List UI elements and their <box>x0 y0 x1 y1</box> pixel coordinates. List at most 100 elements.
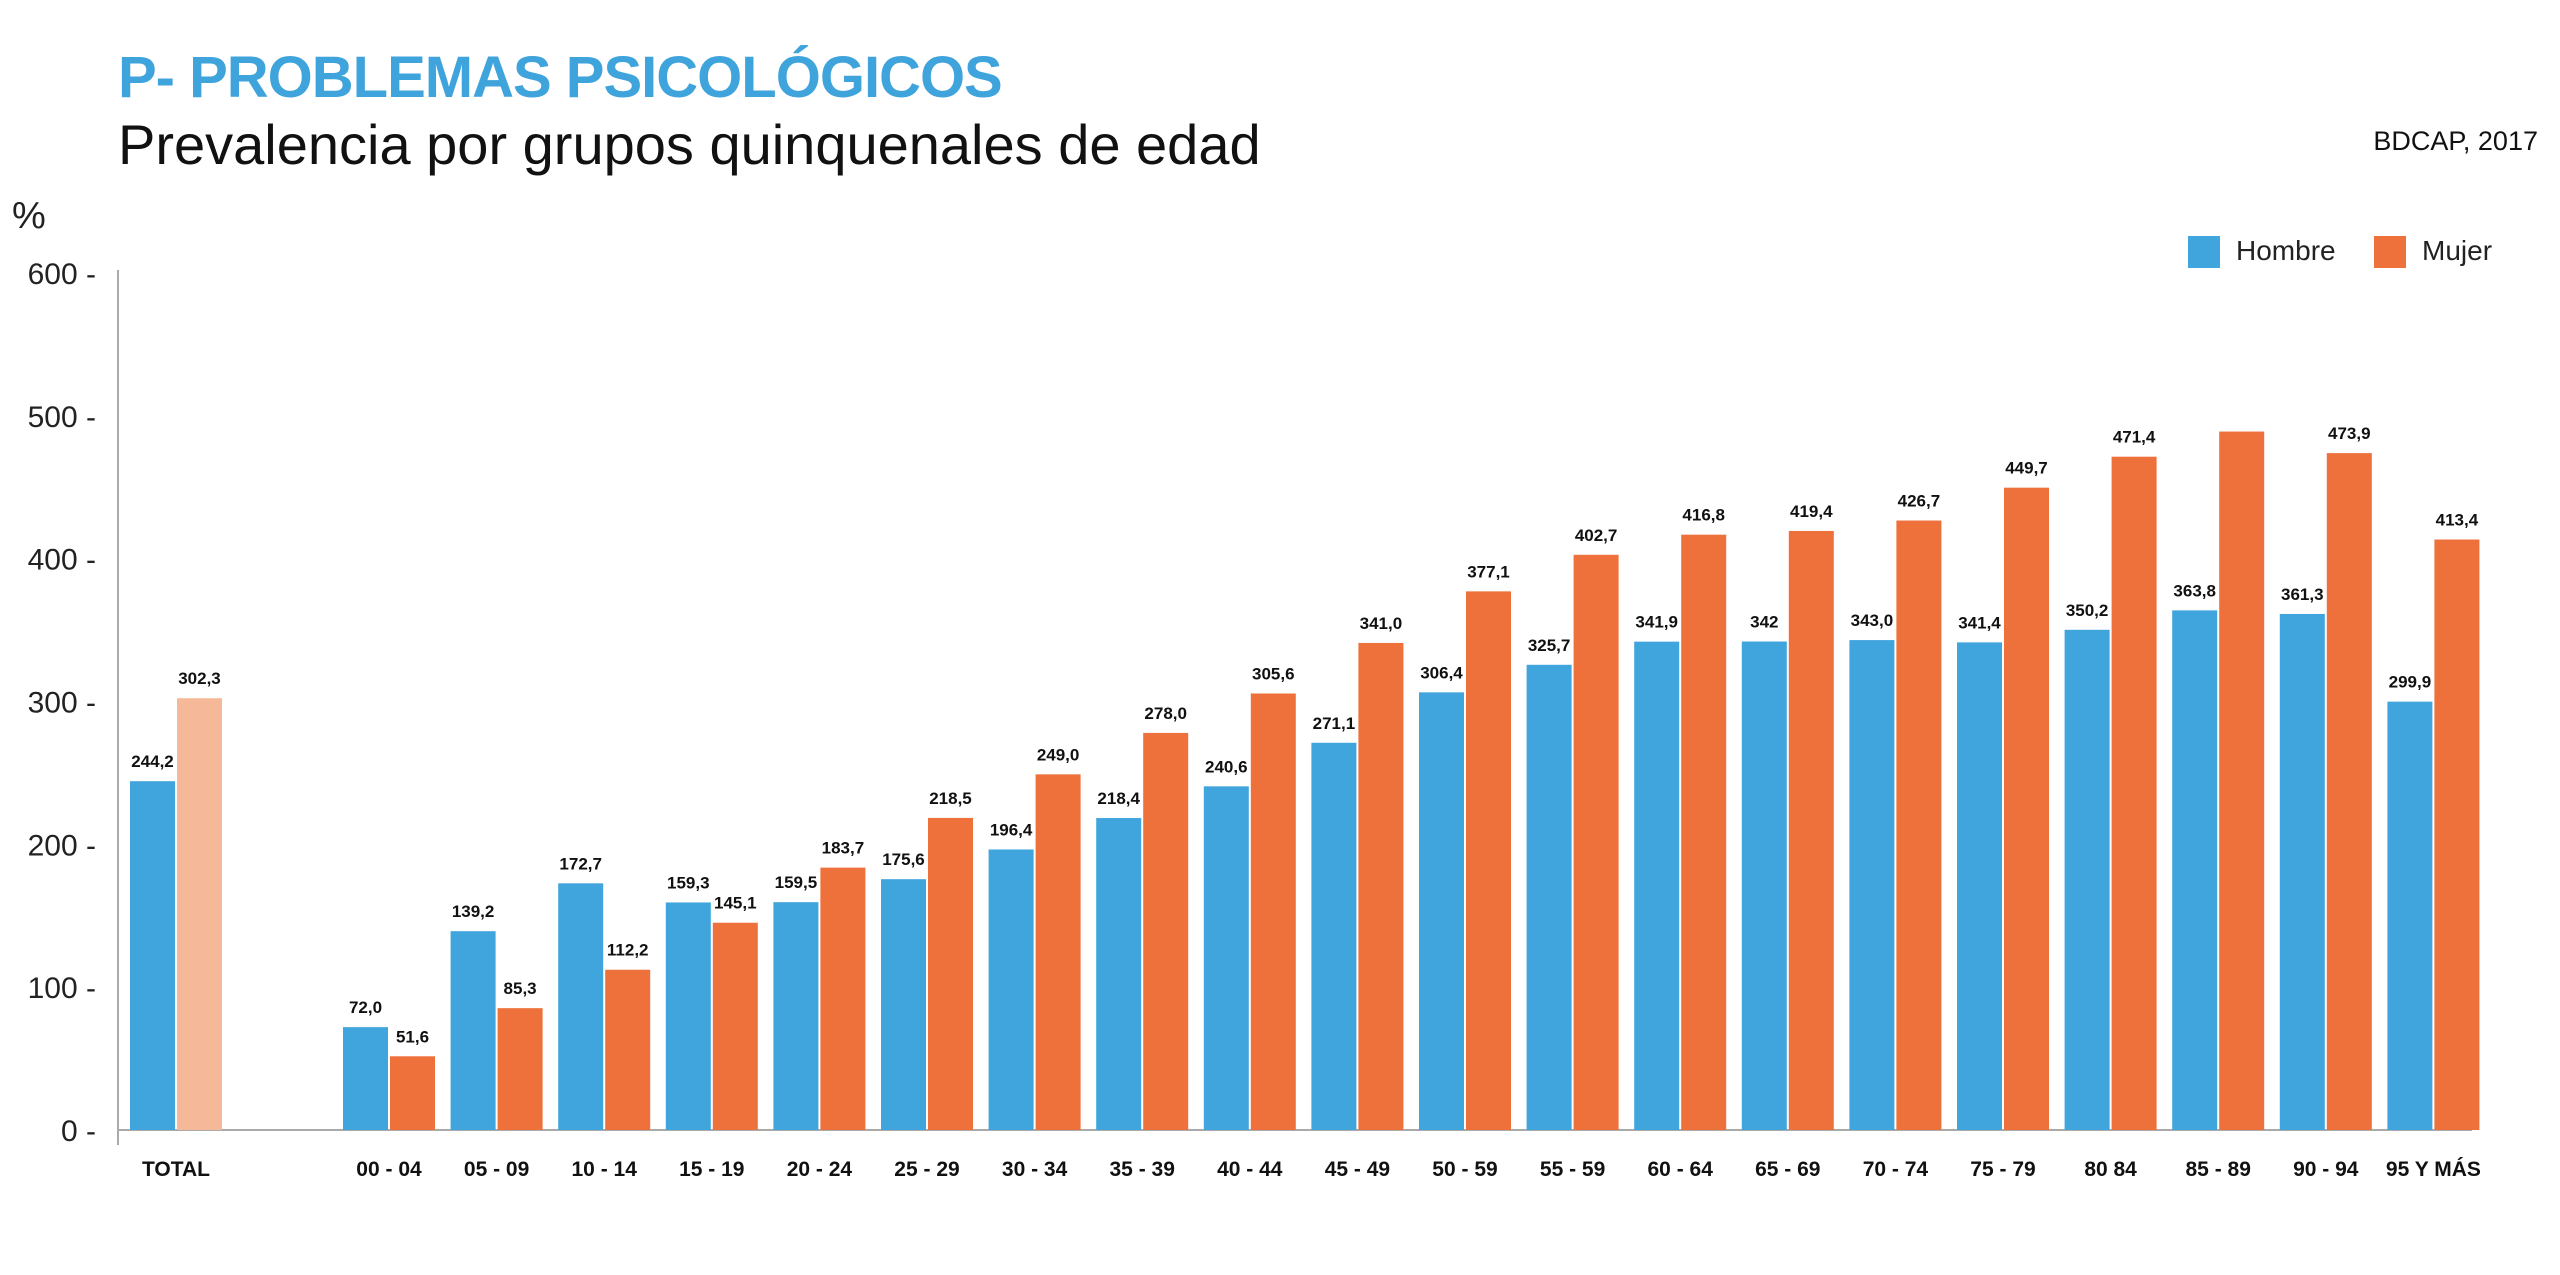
bar-hombre <box>1957 642 2002 1130</box>
bar-hombre <box>2387 701 2433 1130</box>
data-label-mujer: 305,6 <box>1252 665 1295 684</box>
data-label-mujer: 449,7 <box>2005 459 2048 478</box>
bar-hombre <box>881 879 926 1130</box>
data-label-hombre: 341,4 <box>1958 613 2001 632</box>
bar-mujer <box>1788 530 1834 1130</box>
legend-swatch-mujer <box>2374 236 2406 268</box>
data-labels: 244,2 302,3 72,0 51,6 139,2 85,3 172,7 112,2 159… <box>131 424 2478 1046</box>
bar-hombre <box>988 849 1034 1130</box>
bar-mujer <box>2004 487 2049 1131</box>
data-label-hombre: 159,3 <box>667 873 710 892</box>
data-label-mujer: 426,7 <box>1898 492 1941 511</box>
bar-mujer <box>177 698 222 1130</box>
bar-mujer <box>1143 732 1189 1130</box>
x-tick-label: 60 - 64 <box>1648 1158 1714 1181</box>
x-tick-label: 55 - 59 <box>1540 1158 1605 1181</box>
data-label-hombre: 139,2 <box>452 902 495 921</box>
x-tick-label: 40 - 44 <box>1217 1158 1283 1181</box>
x-tick-label: 65 - 69 <box>1755 1158 1820 1181</box>
bar-hombre <box>1526 664 1572 1130</box>
data-label-hombre: 271,1 <box>1313 714 1356 733</box>
bar-mujer <box>390 1056 435 1130</box>
bar-hombre <box>130 781 175 1130</box>
bar-mujer <box>2219 431 2265 1130</box>
data-label-hombre: 350,2 <box>2066 601 2109 620</box>
bar-hombre <box>2172 610 2218 1130</box>
x-tick-label: 95 Y MÁS <box>2386 1158 2481 1181</box>
legend-swatch-hombre <box>2188 236 2220 268</box>
y-tick-label: 0 - <box>61 1115 96 1148</box>
data-label-hombre: 172,7 <box>559 854 602 873</box>
x-tick-label: 80 84 <box>2084 1158 2137 1181</box>
data-label-hombre: 363,8 <box>2173 581 2216 600</box>
bar-hombre <box>343 1027 388 1130</box>
data-label-hombre: 72,0 <box>349 998 382 1017</box>
data-label-mujer: 419,4 <box>1790 502 1833 521</box>
chart-title: P- PROBLEMAS PSICOLÓGICOS <box>118 45 1003 110</box>
x-tick-label: 30 - 34 <box>1002 1158 1068 1181</box>
data-label-hombre: 325,7 <box>1528 636 1571 655</box>
data-label-mujer: 278,0 <box>1144 704 1187 723</box>
y-tick-label: 100 - <box>28 972 96 1005</box>
bar-hombre <box>665 902 711 1130</box>
data-label-mujer: 377,1 <box>1467 562 1510 581</box>
bar-mujer <box>1358 642 1404 1130</box>
x-tick-label: 70 - 74 <box>1863 1158 1929 1181</box>
bar-mujer <box>1681 534 1727 1130</box>
chart-subtitle: Prevalencia por grupos quinquenales de e… <box>118 113 1261 176</box>
bar-hombre <box>1849 640 1895 1130</box>
bars <box>130 431 2480 1131</box>
x-tick-label: 20 - 24 <box>787 1158 853 1181</box>
data-label-mujer: 112,2 <box>607 941 649 960</box>
x-tick-label: 15 - 19 <box>679 1158 744 1181</box>
bar-mujer <box>1466 591 1511 1130</box>
bar-hombre <box>1741 641 1787 1130</box>
bar-mujer <box>1573 554 1619 1130</box>
data-label-hombre: 244,2 <box>131 752 174 771</box>
bar-mujer <box>2111 456 2157 1130</box>
bar-hombre <box>773 902 819 1130</box>
data-label-hombre: 175,6 <box>882 850 925 869</box>
x-tick-label: 90 - 94 <box>2293 1158 2359 1181</box>
bar-hombre <box>450 931 496 1130</box>
data-label-mujer: 183,7 <box>822 839 865 858</box>
bar-hombre <box>2279 613 2325 1130</box>
x-tick-label: 50 - 59 <box>1432 1158 1497 1181</box>
y-tick-label: 600 - <box>28 258 96 291</box>
x-tick-label: TOTAL <box>142 1158 210 1181</box>
data-label-mujer: 471,4 <box>2113 428 2156 447</box>
data-label-hombre: 306,4 <box>1420 663 1463 682</box>
data-label-hombre: 342 <box>1750 613 1778 632</box>
bar-hombre <box>1634 641 1680 1130</box>
data-label-hombre: 361,3 <box>2281 585 2324 604</box>
x-tick-label: 75 - 79 <box>1970 1158 2035 1181</box>
data-label-hombre: 341,9 <box>1635 613 1678 632</box>
category-labels: TOTAL 00 - 04 05 - 09 10 - 14 15 - 19 20 - 24… <box>142 1158 2481 1181</box>
bar-mujer <box>1896 520 1942 1130</box>
data-label-mujer: 218,5 <box>929 789 972 808</box>
y-tick-label: 200 - <box>28 829 96 862</box>
data-label-hombre: 240,6 <box>1205 757 1248 776</box>
data-label-mujer: 413,4 <box>2436 511 2479 530</box>
bar-mujer <box>605 969 651 1130</box>
bar-hombre <box>1311 742 1357 1130</box>
data-label-mujer: 145,1 <box>714 894 757 913</box>
data-label-mujer: 416,8 <box>1682 506 1725 525</box>
x-tick-label: 00 - 04 <box>356 1158 422 1181</box>
bar-hombre <box>1203 786 1249 1130</box>
y-axis-unit: % <box>12 195 46 237</box>
y-tick-label: 500 - <box>28 401 96 434</box>
bar-mujer <box>1250 693 1296 1130</box>
bar-hombre <box>1419 692 1464 1130</box>
x-tick-label: 35 - 39 <box>1110 1158 1175 1181</box>
legend-label-hombre: Hombre <box>2236 235 2336 266</box>
bar-hombre <box>1096 818 1142 1130</box>
bar-mujer <box>1035 774 1081 1130</box>
bar-mujer <box>820 867 866 1130</box>
x-tick-label: 25 - 29 <box>894 1158 959 1181</box>
data-label-hombre: 196,4 <box>990 820 1033 839</box>
data-label-hombre: 159,5 <box>775 873 818 892</box>
data-label-mujer: 51,6 <box>396 1027 429 1046</box>
y-tick-label: 300 - <box>28 687 96 720</box>
data-label-hombre: 299,9 <box>2389 673 2432 692</box>
